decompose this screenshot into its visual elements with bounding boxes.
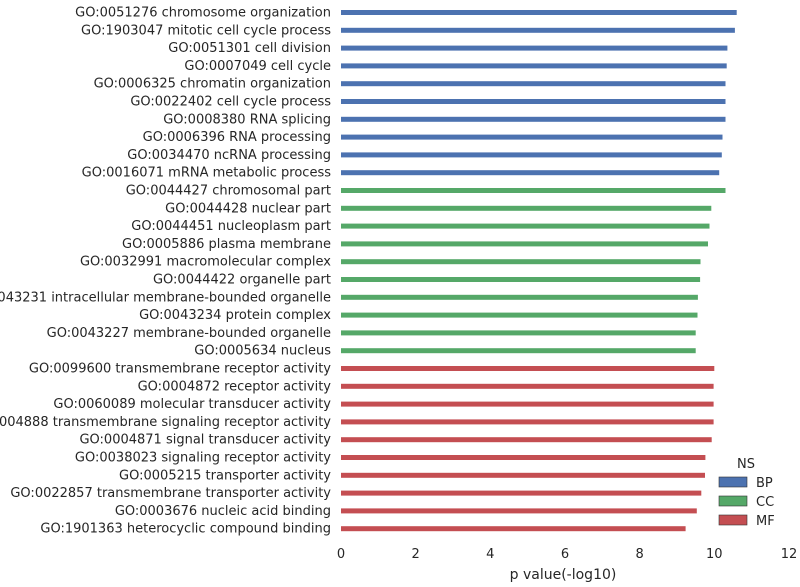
category-label: GO:1903047 mitotic cell cycle process xyxy=(81,23,331,38)
category-label: GO:0006325 chromatin organization xyxy=(94,77,331,92)
category-label: GO:0022402 cell cycle process xyxy=(130,95,331,110)
category-label: GO:0005886 plasma membrane xyxy=(122,237,331,252)
legend-label-mf: MF xyxy=(756,514,775,529)
category-label: GO:0099600 transmembrane receptor activi… xyxy=(29,362,331,377)
legend-swatch-cc xyxy=(718,495,748,507)
bar-bp-2 xyxy=(341,45,728,51)
bar-bp-8 xyxy=(341,152,722,158)
category-label: GO:0022857 transmembrane transporter act… xyxy=(10,486,331,501)
legend-title: NS xyxy=(737,457,755,472)
x-tick-label: 4 xyxy=(486,547,494,562)
bar-mf-21 xyxy=(341,383,714,389)
category-label: GO:0044451 nucleoplasm part xyxy=(131,219,331,234)
category-label: GO:0003676 nucleic acid binding xyxy=(115,504,331,519)
category-label: GO:0043234 protein complex xyxy=(139,308,331,323)
x-tick-label: 2 xyxy=(412,547,420,562)
category-label: GO:0060089 molecular transducer activity xyxy=(53,397,331,412)
bar-cc-14 xyxy=(341,259,701,265)
bar-mf-22 xyxy=(341,401,714,407)
category-label: GO:0034470 ncRNA processing xyxy=(127,148,331,163)
bar-cc-19 xyxy=(341,348,696,354)
x-tick-labels: 0 2 4 6 8 10 12 xyxy=(337,547,797,562)
category-label: GO:0004872 receptor activity xyxy=(138,379,332,394)
bar-mf-28 xyxy=(341,508,697,514)
category-label: GO:0032991 macromolecular complex xyxy=(80,255,331,270)
bar-bp-9 xyxy=(341,170,720,176)
category-label: GO:0004888 transmembrane signaling recep… xyxy=(0,415,331,430)
bar-bp-3 xyxy=(341,63,727,69)
bar-cc-11 xyxy=(341,205,712,211)
x-tick-label: 10 xyxy=(706,547,723,562)
bar-bp-6 xyxy=(341,116,726,122)
category-label: GO:0004871 signal transducer activity xyxy=(79,433,331,448)
bar-bp-0 xyxy=(341,10,737,15)
bar-cc-18 xyxy=(341,330,696,336)
bar-cc-13 xyxy=(341,241,708,247)
bar-cc-12 xyxy=(341,223,710,229)
bar-mf-29 xyxy=(341,526,686,532)
category-label: GO:1901363 heterocyclic compound binding xyxy=(40,522,331,537)
category-labels: GO:0051276 chromosome organization GO:190… xyxy=(0,6,331,537)
x-axis-label: p value(-log10) xyxy=(510,567,617,583)
bar-mf-23 xyxy=(341,419,714,425)
legend: NS BP CC MF xyxy=(718,457,775,529)
legend-label-cc: CC xyxy=(756,495,774,510)
x-tick-label: 6 xyxy=(561,547,569,562)
x-tick-label: 12 xyxy=(781,547,798,562)
legend-swatch-mf xyxy=(718,514,748,526)
category-label: GO:0043231 intracellular membrane-bounde… xyxy=(0,290,331,305)
x-tick-label: 0 xyxy=(337,547,345,562)
category-label: GO:0044427 chromosomal part xyxy=(126,184,331,199)
category-label: GO:0051301 cell division xyxy=(168,41,331,56)
category-label: GO:0008380 RNA splicing xyxy=(163,112,331,127)
category-label: GO:0007049 cell cycle xyxy=(184,59,331,74)
bar-cc-15 xyxy=(341,277,701,282)
bar-bp-4 xyxy=(341,81,726,87)
bar-mf-24 xyxy=(341,437,712,443)
category-label: GO:0005634 nucleus xyxy=(194,344,331,359)
category-label: GO:0044428 nuclear part xyxy=(165,201,331,216)
bar-bp-7 xyxy=(341,134,723,140)
bar-cc-10 xyxy=(341,188,726,193)
category-label: GO:0006396 RNA processing xyxy=(143,130,331,145)
category-label: GO:0051276 chromosome organization xyxy=(75,6,331,21)
bar-bp-1 xyxy=(341,27,735,33)
category-label: GO:0044422 organelle part xyxy=(153,273,331,288)
bar-cc-16 xyxy=(341,294,698,300)
bars xyxy=(341,10,737,532)
bar-mf-27 xyxy=(341,490,702,496)
legend-swatch-bp xyxy=(718,476,748,488)
legend-label-bp: BP xyxy=(756,476,773,491)
category-label: GO:0016071 mRNA metabolic process xyxy=(82,166,332,181)
category-label: GO:0038023 signaling receptor activity xyxy=(75,451,331,466)
x-tick-label: 8 xyxy=(636,547,644,562)
category-label: GO:0043227 membrane-bounded organelle xyxy=(47,326,331,341)
bar-mf-20 xyxy=(341,366,715,371)
bar-cc-17 xyxy=(341,312,698,318)
bar-mf-25 xyxy=(341,455,706,460)
category-label: GO:0005215 transporter activity xyxy=(119,468,331,483)
bar-mf-26 xyxy=(341,472,705,478)
bar-bp-5 xyxy=(341,99,726,104)
